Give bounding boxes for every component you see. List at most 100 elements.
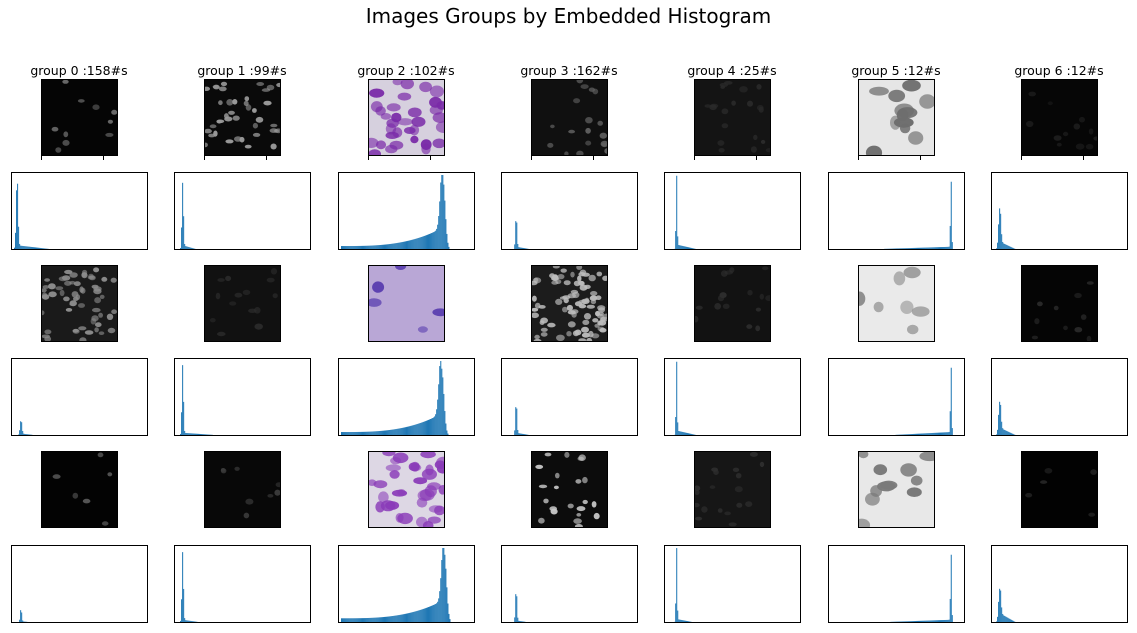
histogram-bar [932,620,934,622]
histogram-bar [945,432,947,435]
histogram-bar [948,619,950,622]
histogram-bar [343,432,345,435]
histogram-bar [996,248,998,249]
histogram-bar [374,617,376,622]
histogram-bar [361,618,363,622]
histogram-bar [362,618,364,622]
histogram-bar [181,599,183,622]
histogram-bar [190,247,192,249]
histogram-bar [435,414,437,435]
histogram-bar [346,432,348,435]
histogram-bar [1010,432,1012,435]
histogram-bar [27,246,29,249]
histogram-bar [17,183,19,249]
group-title: group 4 :25#s [687,63,777,78]
histogram-bar [191,433,193,435]
histogram-panel [828,545,965,623]
histogram-bar [686,621,688,622]
histogram-bar [514,617,516,622]
histogram-bar [391,616,393,622]
histogram-bar [438,598,440,622]
histogram-bar [364,245,366,249]
histogram-bar [446,587,448,622]
histogram-bar [403,614,405,622]
histogram-bar [440,182,442,249]
histogram-bar [895,248,897,249]
histogram-bar [407,613,409,622]
histogram-bar [409,612,411,622]
histogram-bar [520,247,522,249]
histogram-bar [182,182,184,249]
histogram-bar [940,432,942,435]
histogram-bar [688,621,690,622]
histogram-bar [437,601,439,622]
histogram-bar [446,233,448,249]
histogram-bar [35,247,37,249]
histogram-bar [433,604,435,622]
histogram-bar [914,247,916,249]
histogram-bar [401,614,403,622]
histogram-bar [441,560,443,622]
histogram-bar [348,432,350,435]
histogram-bar [390,429,392,435]
cell-image [858,451,935,528]
histogram-bar [32,247,34,249]
histogram-bar [37,247,39,249]
histogram-bar [515,407,517,435]
histogram-bar [948,431,950,435]
histogram-bar [920,620,922,622]
histogram-bar [393,429,395,435]
histogram-bar [363,618,365,622]
histogram-bar [365,245,367,249]
histogram-bar [408,426,410,435]
histogram-bar [399,614,401,622]
histogram-bar [413,424,415,435]
histogram-bar [948,246,950,249]
histogram-bar [525,434,527,435]
histogram-bar [931,620,933,622]
histogram-bar [410,425,412,435]
histogram-bar [27,434,29,435]
histogram-bar [1001,607,1003,622]
histogram-bar [687,247,689,249]
histogram-bar [680,431,682,435]
histogram-bar [373,245,375,249]
histogram-panel [664,545,801,623]
histogram-bar [950,181,952,249]
histogram-bar [934,432,936,435]
histogram-panel [664,358,801,436]
histogram-bar [400,242,402,249]
histogram-bar [192,433,194,435]
histogram-bar [682,620,684,622]
histogram-bar [355,245,357,249]
histogram-bar [520,433,522,435]
histogram-bar [692,434,694,435]
histogram-bar [439,366,441,435]
cell-image [368,265,445,342]
histogram-bar [681,620,683,622]
histogram-bar [184,618,186,622]
histogram-bar [204,434,206,435]
histogram-bar [22,245,24,249]
histogram-bar [932,247,934,249]
histogram-bar [423,235,425,249]
histogram-bar [1007,431,1009,435]
histogram-bar [926,247,928,249]
histogram-bar [913,433,915,435]
histogram-bar [388,616,390,622]
histogram-bar [415,238,417,249]
histogram-bar [929,433,931,435]
histogram-bar [919,247,921,249]
histogram-bar [902,621,904,622]
histogram-bar [438,384,440,435]
histogram-bar [926,620,928,622]
histogram-bar [935,432,937,435]
histogram-bar [36,247,38,249]
histogram-panel [828,172,965,250]
histogram-panel [11,358,148,436]
histogram-bar [436,409,438,435]
histogram-bar [373,617,375,622]
histogram-bar [376,617,378,622]
histogram-bar [1002,428,1004,435]
